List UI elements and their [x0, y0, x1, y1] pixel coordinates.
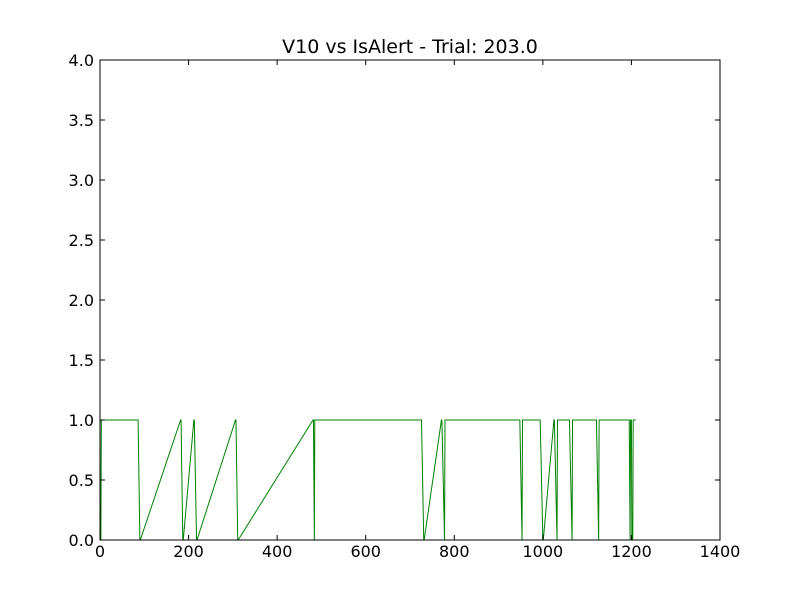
- series-line-0: [100, 420, 636, 540]
- x-tick-label: 0: [95, 542, 105, 561]
- x-tick-label: 800: [439, 542, 470, 561]
- y-tick-label: 3.5: [69, 111, 94, 130]
- chart-title: V10 vs IsAlert - Trial: 203.0: [282, 36, 538, 58]
- y-tick-label: 4.0: [69, 51, 94, 70]
- plot-area: [100, 420, 636, 540]
- x-tick-label: 1400: [700, 542, 741, 561]
- y-tick-label: 0.5: [69, 471, 94, 490]
- y-tick-label: 3.0: [69, 171, 94, 190]
- x-tick-label: 600: [350, 542, 381, 561]
- y-tick-label: 0.0: [69, 531, 94, 550]
- x-tick-label: 200: [173, 542, 204, 561]
- x-axis: 0 200 400 600 800 1000 1200 1400: [95, 60, 740, 561]
- y-tick-label: 1.5: [69, 351, 94, 370]
- x-tick-label: 400: [262, 542, 293, 561]
- x-tick-label: 1200: [611, 542, 652, 561]
- x-tick-label: 1000: [522, 542, 563, 561]
- y-tick-label: 1.0: [69, 411, 94, 430]
- y-tick-label: 2.0: [69, 291, 94, 310]
- y-tick-label: 2.5: [69, 231, 94, 250]
- y-axis: 0.0 0.5 1.0 1.5 2.0 2.5 3.0 3.5 4.0: [69, 51, 720, 550]
- plot-frame: [100, 60, 720, 540]
